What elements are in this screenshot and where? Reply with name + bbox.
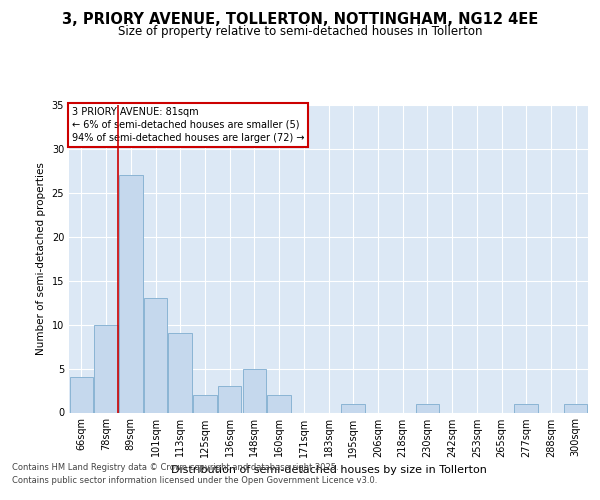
Text: Contains public sector information licensed under the Open Government Licence v3: Contains public sector information licen…: [12, 476, 377, 485]
Bar: [416, 404, 439, 412]
Bar: [218, 386, 241, 412]
Text: 3 PRIORY AVENUE: 81sqm
← 6% of semi-detached houses are smaller (5)
94% of semi-: 3 PRIORY AVENUE: 81sqm ← 6% of semi-deta…: [71, 106, 304, 143]
Bar: [144, 298, 167, 412]
Bar: [169, 334, 192, 412]
Bar: [564, 404, 587, 412]
Bar: [119, 176, 143, 412]
Bar: [341, 404, 365, 412]
Text: Size of property relative to semi-detached houses in Tollerton: Size of property relative to semi-detach…: [118, 25, 482, 38]
Bar: [242, 368, 266, 412]
Bar: [70, 378, 93, 412]
Bar: [268, 395, 291, 412]
Bar: [514, 404, 538, 412]
X-axis label: Distribution of semi-detached houses by size in Tollerton: Distribution of semi-detached houses by …: [170, 465, 487, 475]
Text: Contains HM Land Registry data © Crown copyright and database right 2025.: Contains HM Land Registry data © Crown c…: [12, 462, 338, 471]
Bar: [193, 395, 217, 412]
Y-axis label: Number of semi-detached properties: Number of semi-detached properties: [36, 162, 46, 355]
Text: 3, PRIORY AVENUE, TOLLERTON, NOTTINGHAM, NG12 4EE: 3, PRIORY AVENUE, TOLLERTON, NOTTINGHAM,…: [62, 12, 538, 28]
Bar: [94, 324, 118, 412]
